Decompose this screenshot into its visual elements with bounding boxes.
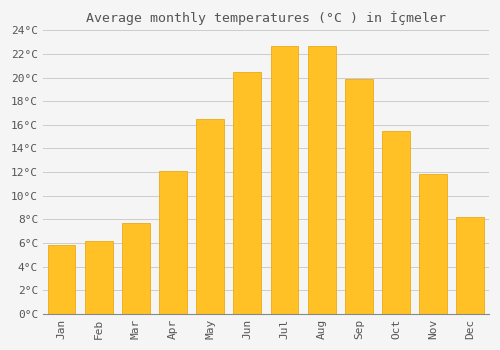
Bar [456,217,484,314]
Bar [234,72,262,314]
Bar [196,119,224,314]
Bar [122,223,150,314]
Bar [345,79,373,314]
Title: Average monthly temperatures (°C ) in İçmeler: Average monthly temperatures (°C ) in İç… [86,11,446,25]
Bar [85,240,112,314]
Bar [382,131,410,314]
Bar [159,171,187,314]
Bar [308,46,336,314]
Bar [48,245,76,314]
Bar [270,46,298,314]
Bar [419,174,447,314]
